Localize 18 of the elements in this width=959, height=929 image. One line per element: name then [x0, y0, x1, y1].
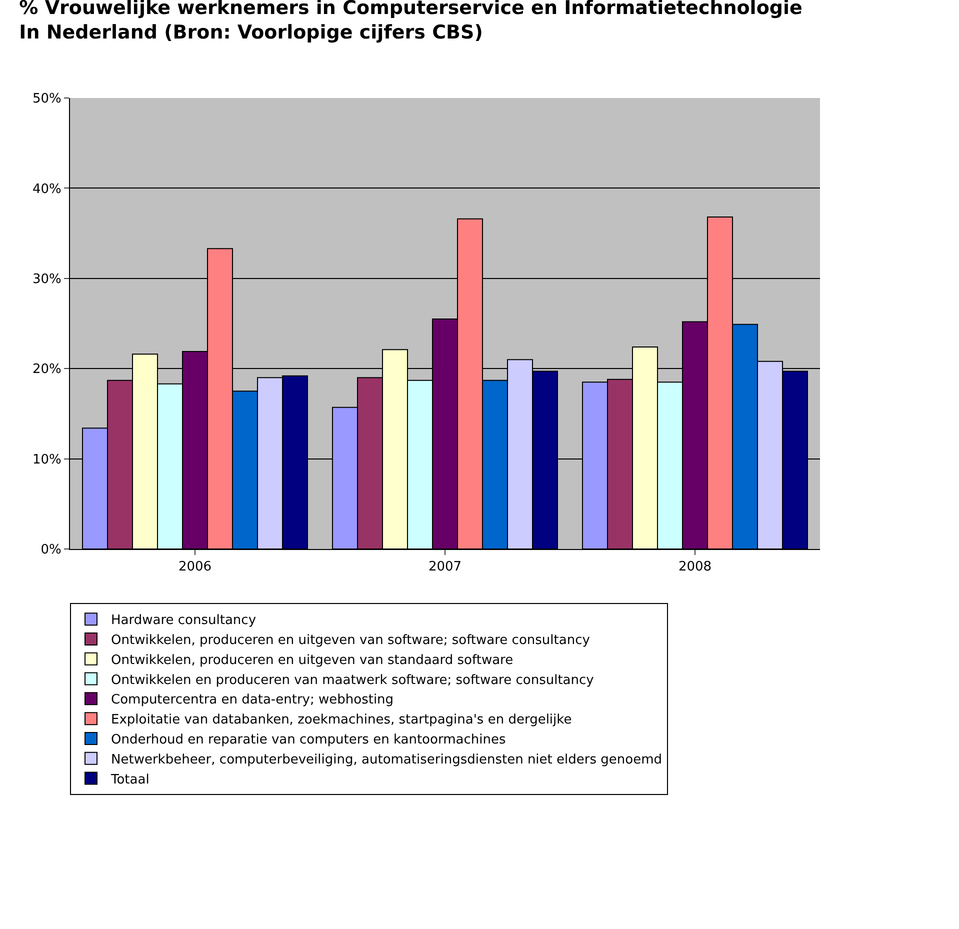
- y-tick-label: 30%: [32, 272, 62, 287]
- legend-label: Exploitatie van databanken, zoekmachines, startpagina's en dergelijke: [111, 712, 572, 728]
- y-tick-label: 50%: [32, 92, 62, 107]
- legend-label: Onderhoud en reparatie van computers en kantoormachines: [111, 732, 506, 748]
- y-tick-label: 40%: [32, 182, 62, 197]
- legend-label: Ontwikkelen, produceren en uitgeven van software; software consultancy: [111, 633, 590, 648]
- legend-label: Computercentra en data-entry; webhosting: [111, 692, 394, 708]
- legend-label: Hardware consultancy: [111, 613, 256, 628]
- x-tick-label: 2006: [178, 560, 212, 575]
- y-tick-label: 10%: [32, 452, 62, 468]
- legend-label: Totaal: [110, 772, 150, 788]
- legend-label: Ontwikkelen en produceren van maatwerk software; software consultancy: [111, 672, 594, 688]
- x-tick-label: 2007: [428, 560, 462, 575]
- x-tick-label: 2008: [678, 560, 712, 575]
- legend-label: Netwerkbeheer, computerbeveiliging, automatiseringsdiensten niet elders genoemd: [111, 752, 662, 768]
- y-tick-label: 0%: [40, 542, 62, 558]
- y-tick-label: 20%: [32, 362, 62, 378]
- legend-label: Ontwikkelen, produceren en uitgeven van standaard software: [111, 652, 514, 668]
